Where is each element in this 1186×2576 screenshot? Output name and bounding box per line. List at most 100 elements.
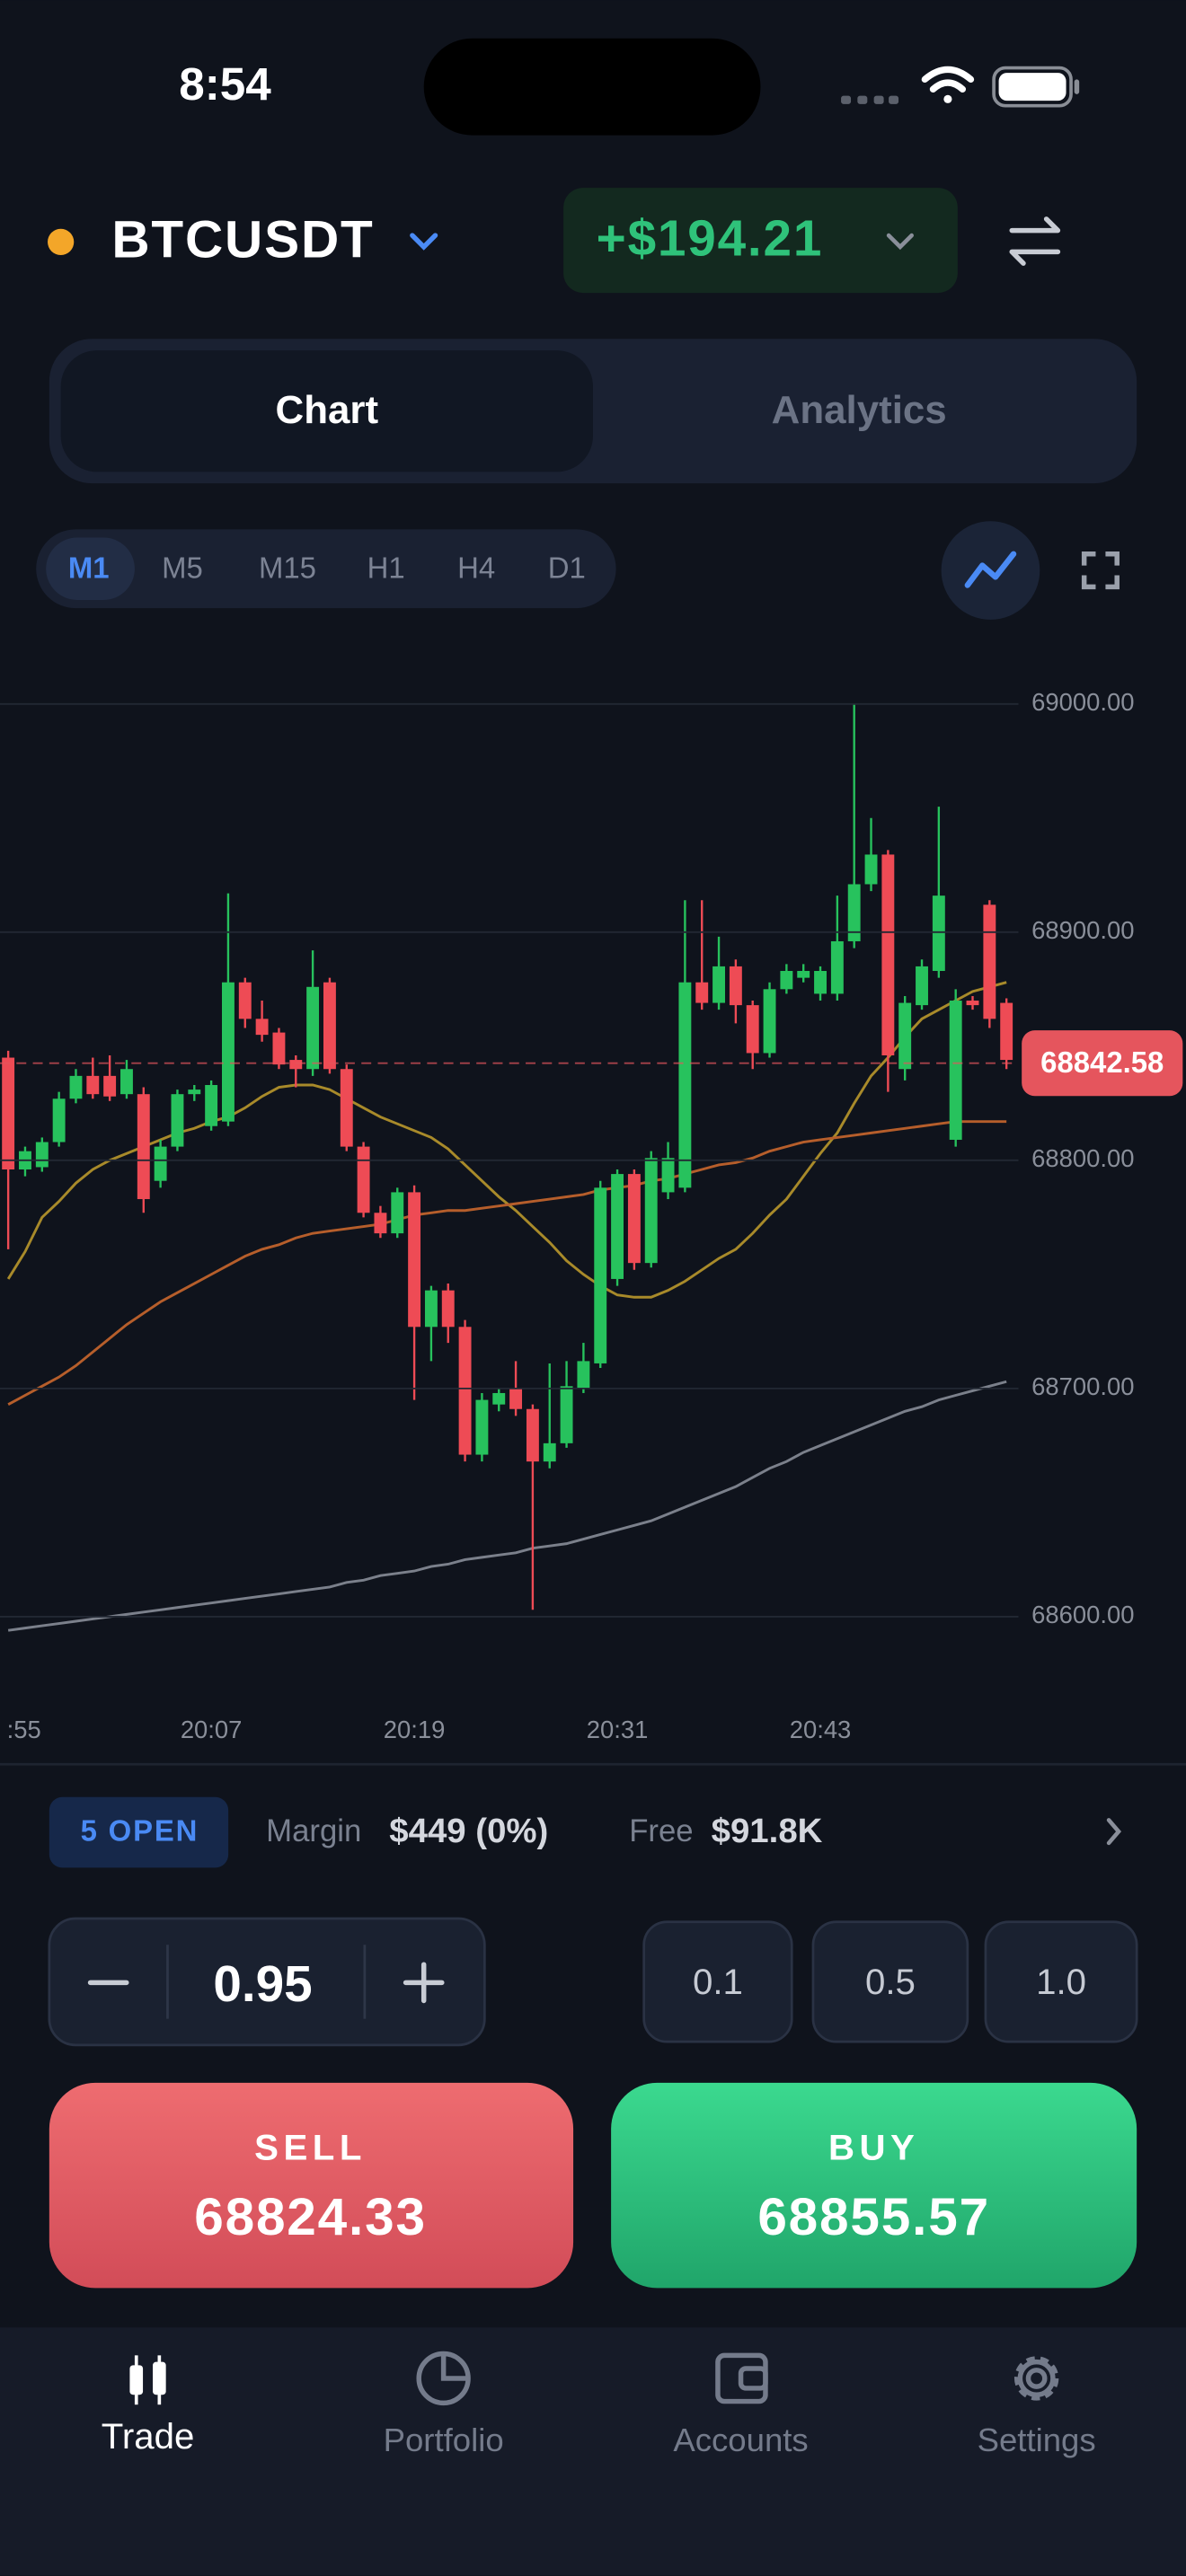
y-tick-label: 68900.00 — [1031, 916, 1134, 944]
candle-body — [881, 854, 895, 1055]
candle-body — [458, 1327, 472, 1455]
current-price-tag — [1022, 1030, 1183, 1097]
tab-label[interactable]: Chart — [276, 388, 379, 432]
candle-body — [154, 1146, 167, 1181]
increment-button[interactable] — [403, 1962, 445, 2004]
candle-body — [577, 1361, 590, 1389]
moving-average — [7, 1380, 1007, 1632]
free-label: Free — [629, 1814, 693, 1848]
candle-body — [188, 1090, 201, 1095]
timeframe[interactable]: D1 — [548, 551, 586, 585]
candle-body — [543, 1442, 556, 1462]
candle-body — [627, 1174, 641, 1264]
tab-active[interactable] — [60, 350, 593, 472]
sell-label[interactable]: SELL — [254, 2127, 367, 2167]
x-tick-label: :55 — [7, 1716, 41, 1743]
nav-label[interactable]: Portfolio — [384, 2422, 504, 2458]
buy-button[interactable] — [611, 2082, 1137, 2289]
status-dot — [48, 228, 75, 256]
candle-body — [272, 1032, 286, 1065]
candle-body — [560, 1386, 573, 1443]
chart: 68600.00 68700.00 68800.00 68900.00 69000.00… — [0, 688, 1183, 1743]
candle-body — [238, 982, 252, 1019]
pnl-value: +$194.21 — [597, 210, 824, 267]
portfolio-icon[interactable] — [416, 2351, 471, 2406]
preset-chip[interactable] — [642, 1920, 793, 2043]
status-time: 8:54 — [179, 58, 271, 110]
candle-body — [2, 1057, 15, 1170]
candle-body — [814, 970, 827, 994]
nav-label[interactable]: Settings — [978, 2422, 1096, 2458]
trade-icon[interactable] — [129, 2355, 166, 2405]
symbol[interactable]: BTCUSDT — [111, 211, 374, 269]
tab-bar-bottom — [0, 2327, 1186, 2576]
tab-label[interactable]: Analytics — [772, 388, 947, 432]
preset-label[interactable]: 1.0 — [1036, 1962, 1086, 2002]
candle-body — [391, 1192, 404, 1234]
candle-body — [255, 1019, 269, 1036]
fullscreen-button[interactable] — [1081, 551, 1120, 590]
margin-value: $449 (0%) — [389, 1812, 548, 1850]
x-tick-label: 20:19 — [384, 1716, 446, 1743]
candle-body — [306, 986, 320, 1070]
candle-body — [35, 1142, 49, 1168]
candle-body — [205, 1085, 218, 1126]
signal-icon — [841, 95, 899, 104]
timeframe-active[interactable] — [46, 537, 135, 600]
candle-body — [526, 1408, 539, 1462]
candle-body — [424, 1290, 438, 1328]
preset-label[interactable]: 0.5 — [865, 1962, 916, 2002]
wifi-icon — [921, 66, 975, 103]
candle-body — [221, 982, 235, 1122]
moving-average — [7, 1120, 1007, 1406]
candle-body — [137, 1094, 150, 1200]
candle-body — [86, 1075, 100, 1095]
quantity-value[interactable]: 0.95 — [213, 1956, 312, 2013]
candle-body — [441, 1290, 455, 1328]
candle-body — [729, 966, 742, 1006]
candle-body — [780, 970, 793, 990]
candle-body — [120, 1069, 133, 1095]
candle-body — [357, 1146, 370, 1213]
positions-chevron[interactable] — [1106, 1818, 1122, 1846]
open-badge[interactable] — [49, 1796, 229, 1868]
timeframe[interactable]: M1 — [68, 551, 110, 585]
swap-button[interactable] — [1009, 216, 1061, 266]
candle-body — [763, 989, 776, 1054]
candle-body — [898, 1002, 912, 1070]
settings-icon[interactable] — [1013, 2356, 1059, 2401]
candle-body — [966, 1001, 979, 1006]
timeframe[interactable]: H1 — [367, 551, 405, 585]
candle-body — [52, 1098, 66, 1142]
candle-body — [847, 884, 861, 941]
preset-label[interactable]: 0.1 — [693, 1962, 743, 2002]
plot-area — [2, 703, 1013, 1632]
accounts-icon[interactable] — [715, 2352, 768, 2404]
preset-chip[interactable] — [984, 1920, 1138, 2043]
candle-body — [492, 1392, 506, 1405]
buy-label[interactable]: BUY — [828, 2127, 919, 2167]
pnl-chevron — [886, 233, 914, 251]
candle-body — [289, 1060, 303, 1070]
timeframe[interactable]: M5 — [162, 551, 203, 585]
timeframe[interactable]: H4 — [457, 551, 495, 585]
timeframe[interactable]: M15 — [259, 551, 316, 585]
candle-body — [374, 1213, 387, 1234]
sell-price[interactable]: 68824.33 — [194, 2188, 427, 2246]
candle-body — [695, 982, 709, 1003]
symbol-chevron[interactable] — [410, 233, 438, 251]
candle-body — [171, 1094, 184, 1147]
preset-chip[interactable] — [811, 1920, 969, 2043]
x-tick-label: 20:43 — [790, 1716, 852, 1743]
nav-label[interactable]: Accounts — [673, 2422, 808, 2458]
y-tick-label: 68800.00 — [1031, 1144, 1134, 1172]
buy-price[interactable]: 68855.57 — [757, 2188, 990, 2246]
sell-button[interactable] — [49, 2082, 574, 2289]
candle-body — [916, 966, 928, 1006]
candle-body — [932, 895, 945, 971]
pnl-pill[interactable] — [563, 188, 958, 294]
candle-body — [678, 982, 692, 1188]
candle-body — [323, 982, 336, 1070]
nav-label[interactable]: Trade — [102, 2416, 195, 2457]
